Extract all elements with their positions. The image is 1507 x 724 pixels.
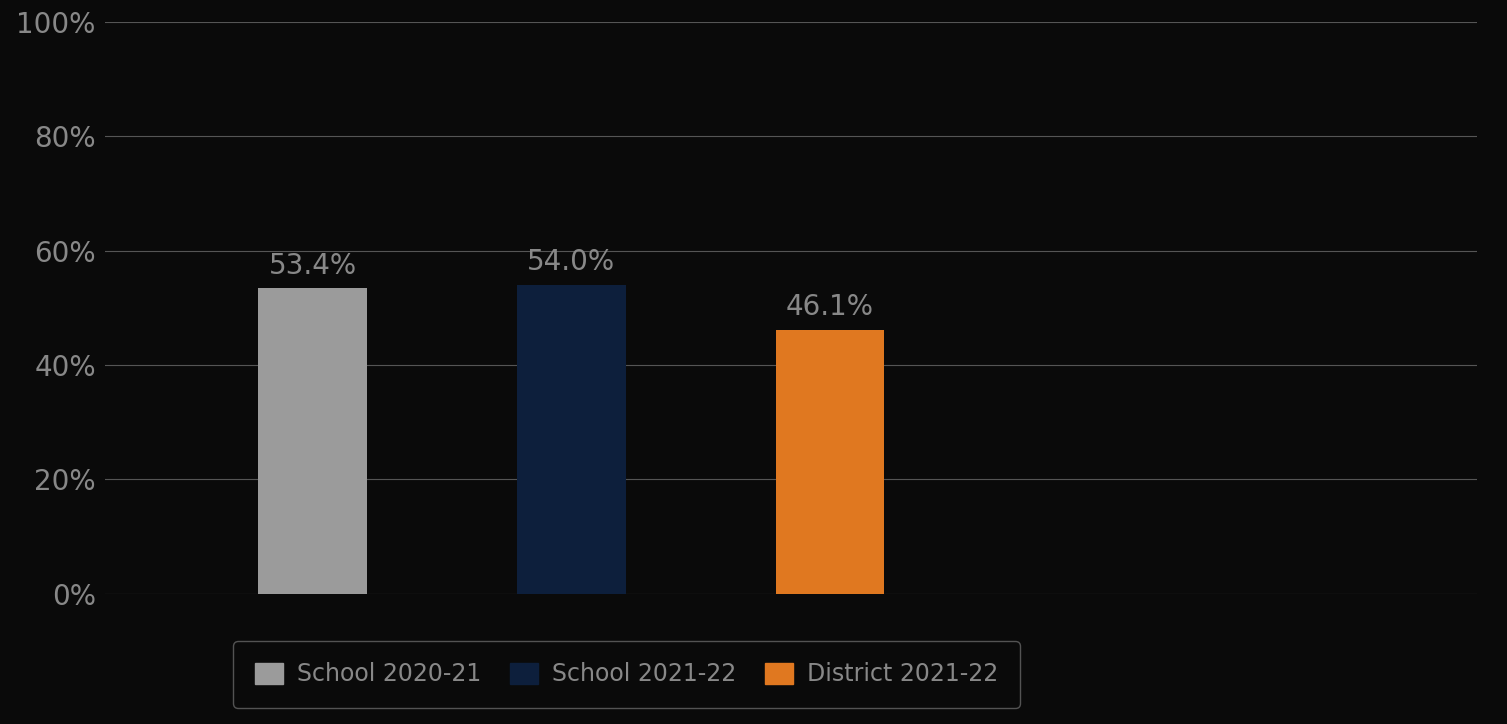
Text: 46.1%: 46.1% [787, 293, 874, 321]
Legend: School 2020-21, School 2021-22, District 2021-22: School 2020-21, School 2021-22, District… [234, 641, 1020, 707]
Bar [258, 288, 366, 594]
Text: 54.0%: 54.0% [527, 248, 615, 277]
Bar [517, 285, 625, 594]
Bar [776, 330, 885, 594]
Text: 53.4%: 53.4% [268, 252, 357, 279]
